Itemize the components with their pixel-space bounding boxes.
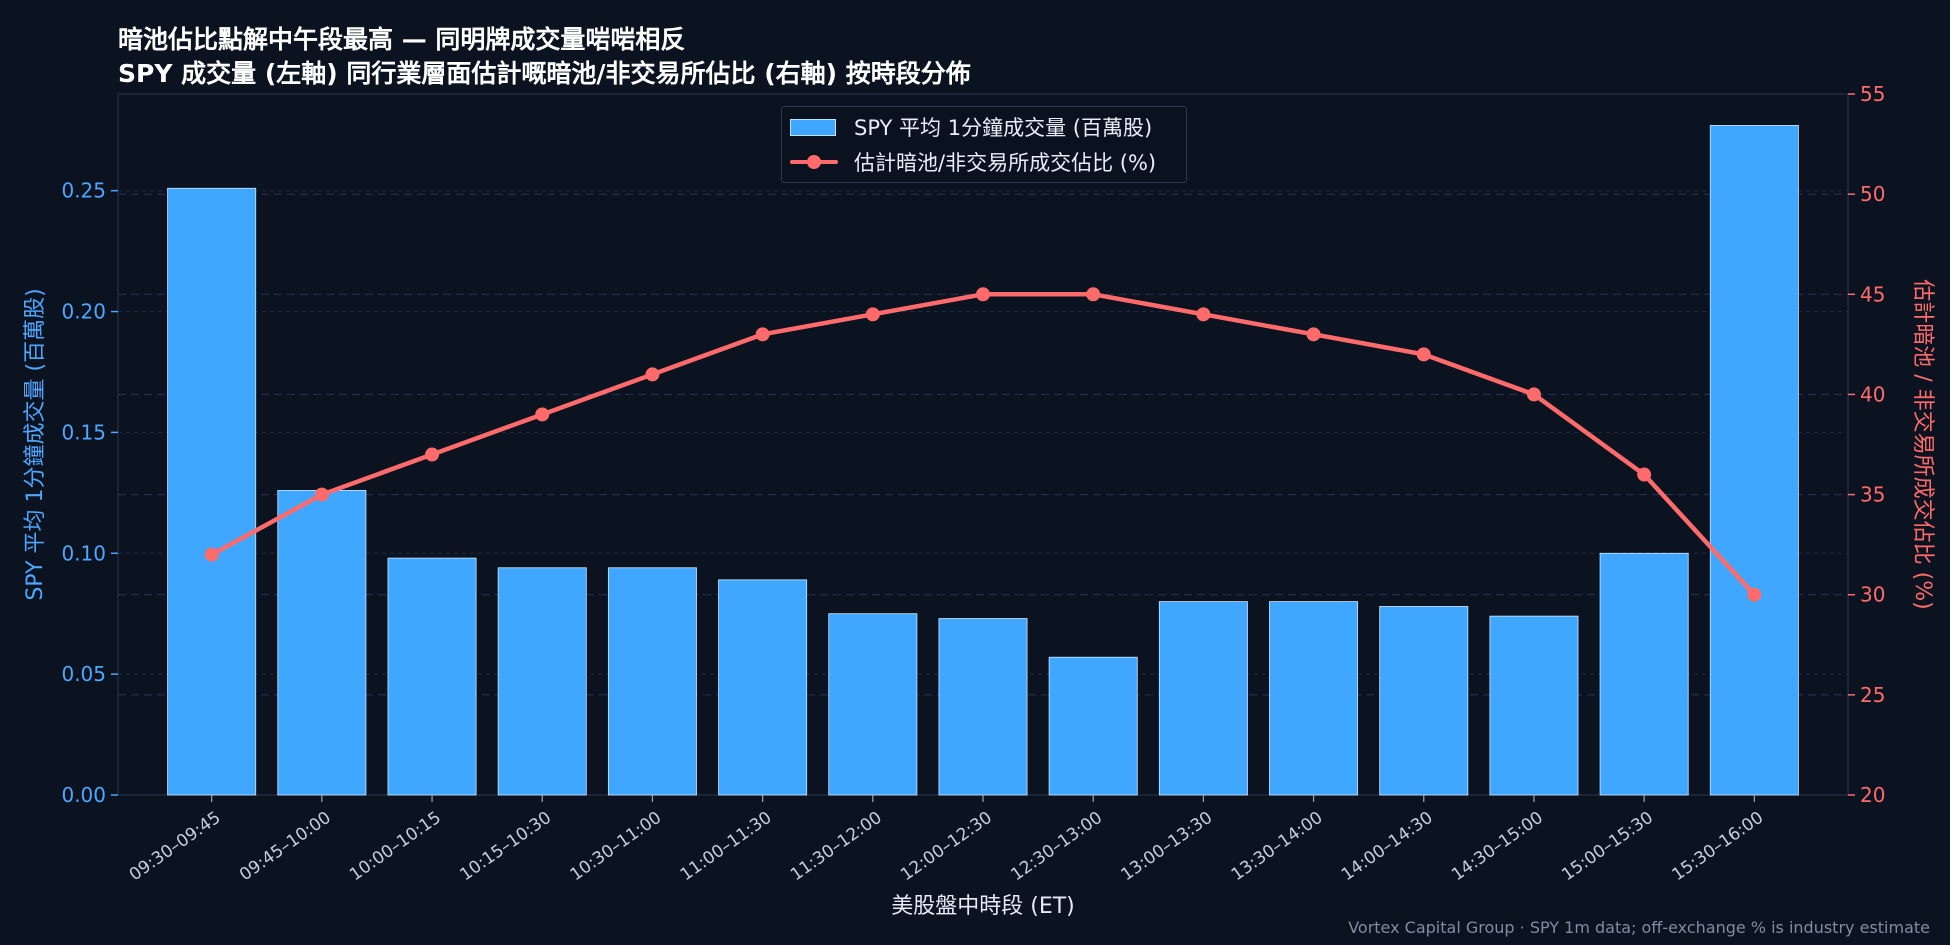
darkpool-point — [204, 547, 219, 562]
y-tick-label-left: 0.10 — [61, 541, 106, 565]
x-tick-label: 10:15–10:30 — [456, 808, 555, 885]
legend-bar-swatch — [790, 118, 836, 136]
footer-credit: Vortex Capital Group · SPY 1m data; off-… — [1348, 918, 1930, 937]
volume-bar — [938, 618, 1028, 796]
darkpool-point — [1416, 347, 1431, 362]
volume-bar — [718, 579, 808, 796]
chart-title: 暗池佔比點解中午段最高 — 同明牌成交量啱啱相反 — [118, 25, 686, 54]
volume-bar — [1379, 606, 1469, 796]
x-tick-label: 14:30–15:00 — [1448, 808, 1547, 885]
volume-bar — [607, 567, 697, 796]
y-tick-label-left: 0.20 — [61, 300, 106, 324]
volume-bar — [1048, 656, 1138, 796]
x-tick-label: 10:00–10:15 — [346, 808, 445, 885]
volume-bar — [828, 613, 918, 796]
volume-bar — [1158, 601, 1248, 796]
volume-bar — [1709, 125, 1799, 796]
darkpool-point — [1086, 287, 1101, 302]
darkpool-point — [976, 287, 990, 302]
x-axis-title: 美股盤中時段 (ET) — [891, 894, 1075, 919]
darkpool-point — [865, 307, 880, 322]
volume-bar — [497, 567, 587, 796]
x-tick-label: 15:30–16:00 — [1669, 808, 1768, 885]
y-tick-label-right: 30 — [1860, 583, 1885, 607]
y-axis-title-right: 估計暗池 / 非交易所成交佔比 (%) — [1910, 279, 1935, 609]
darkpool-point — [755, 327, 770, 342]
volume-bar — [387, 557, 477, 796]
y-tick-label-right: 45 — [1860, 282, 1885, 306]
darkpool-point — [314, 487, 329, 502]
legend-label-darkpool: 估計暗池/非交易所成交佔比 (%) — [854, 151, 1157, 175]
x-tick-label: 10:30–11:00 — [567, 808, 666, 885]
legend-item-darkpool: 估計暗池/非交易所成交佔比 (%) — [790, 147, 1156, 177]
darkpool-point — [1526, 387, 1541, 402]
legend-line-swatch — [790, 154, 838, 170]
legend-label-volume: SPY 平均 1分鐘成交量 (百萬股) — [854, 116, 1153, 140]
x-tick-label: 15:00–15:30 — [1558, 808, 1657, 885]
chart-subtitle: SPY 成交量 (左軸) 同行業層面估計嘅暗池/非交易所佔比 (右軸) 按時段分… — [118, 59, 971, 88]
y-tick-label-right: 55 — [1860, 82, 1885, 106]
x-tick-label: 13:30–14:00 — [1228, 808, 1327, 885]
legend: SPY 平均 1分鐘成交量 (百萬股) 估計暗池/非交易所成交佔比 (%) — [781, 106, 1187, 183]
darkpool-line — [209, 292, 1757, 597]
x-tick-label: 11:30–12:00 — [787, 808, 886, 885]
y-tick-label-right: 25 — [1860, 683, 1885, 707]
x-tick-label: 12:30–13:00 — [1007, 808, 1106, 885]
volume-bar — [1269, 601, 1359, 796]
y-tick-label-right: 40 — [1860, 382, 1885, 406]
x-tick-label: 09:30–09:45 — [126, 808, 225, 885]
darkpool-point — [425, 447, 440, 462]
y-tick-label-right: 35 — [1860, 483, 1885, 507]
y-tick-label-left: 0.15 — [61, 420, 106, 444]
volume-bar — [1599, 552, 1689, 796]
x-tick-label: 11:00–11:30 — [677, 808, 776, 885]
y-tick-label-left: 0.25 — [61, 179, 106, 203]
x-tick-label: 13:00–13:30 — [1118, 808, 1217, 885]
y-tick-label-right: 20 — [1860, 783, 1885, 807]
y-tick-label-left: 0.00 — [61, 783, 106, 807]
darkpool-point — [1196, 307, 1211, 322]
darkpool-point — [1637, 467, 1652, 482]
darkpool-point — [645, 367, 660, 382]
x-tick-label: 12:00–12:30 — [897, 808, 996, 885]
volume-bar — [1489, 615, 1579, 796]
y-tick-label-right: 50 — [1860, 182, 1885, 206]
y-tick-label-left: 0.05 — [61, 662, 106, 686]
x-tick-label: 14:00–14:30 — [1338, 808, 1437, 885]
darkpool-point — [1747, 587, 1762, 602]
volume-bar — [167, 187, 257, 796]
darkpool-point — [535, 407, 550, 422]
y-axis-title-left: SPY 平均 1分鐘成交量 (百萬股) — [23, 288, 48, 600]
x-tick-label: 09:45–10:00 — [236, 808, 335, 885]
legend-item-volume: SPY 平均 1分鐘成交量 (百萬股) — [790, 112, 1152, 142]
darkpool-point — [1306, 327, 1321, 342]
volume-bar — [277, 490, 367, 796]
